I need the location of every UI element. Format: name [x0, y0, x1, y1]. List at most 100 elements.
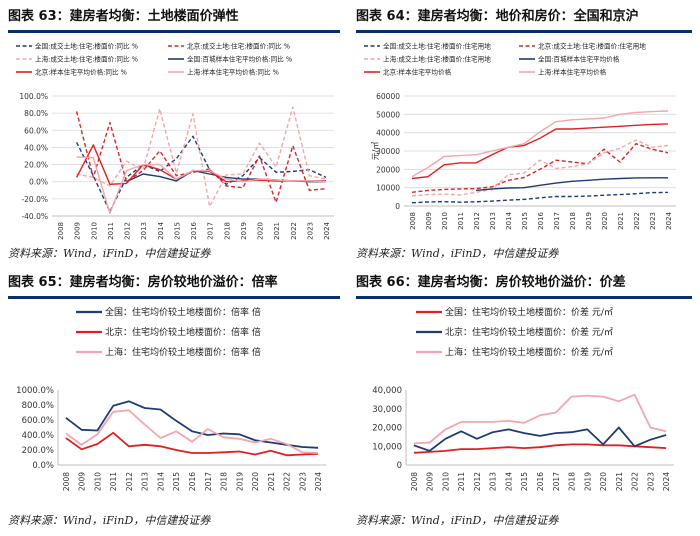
y-tick-label: 20.0%	[24, 161, 48, 170]
x-tick-label: 2018	[220, 472, 229, 491]
x-tick-label: 2013	[489, 212, 497, 230]
x-tick-label: 2024	[323, 221, 331, 239]
source-note: 资料来源：Wind，iFinD，中信建投证券	[8, 514, 211, 527]
x-tick-label: 2017	[207, 222, 215, 240]
y-tick-label: 50000	[376, 110, 400, 119]
legend-label: 全国：住宅均价较土地楼面价：价差 元/㎡	[445, 306, 613, 318]
x-tick-label: 2014	[156, 472, 165, 491]
x-tick-label: 2022	[290, 222, 298, 240]
x-tick-label: 2011	[107, 222, 115, 240]
x-tick-label: 2016	[190, 221, 198, 239]
panel-chart-65: 图表 65：建房者均衡：房价较地价溢价：倍率 0.0% 200.0% 400.0% 6…	[8, 272, 340, 534]
chart-65-svg: 0.0% 200.0% 400.0% 600.0% 800.0% 1000.0% 2008 2…	[16, 306, 326, 491]
legend-label: 全国:成交土地:住宅:楼面价:住宅用地	[383, 41, 491, 50]
y-tick-label: 100.0%	[19, 92, 48, 101]
y-tick-label: -40.0%	[21, 212, 48, 221]
legend-label: 北京:样本住宅平均价格	[383, 67, 452, 76]
x-tick-label: 2023	[306, 222, 314, 240]
x-tick-label: 2019	[583, 472, 592, 491]
x-tick-label: 2024	[662, 472, 671, 491]
chart-66-svg: 0 10,000 20,000 30,000 40,000 2008 2009 2010 201…	[372, 306, 674, 491]
y-tick-label: 200.0%	[22, 446, 54, 456]
x-tick-label: 2012	[473, 472, 482, 491]
x-tick-label: 2009	[425, 212, 433, 230]
series-line-5	[411, 110, 669, 178]
y-tick-label: 400.0%	[22, 431, 54, 441]
x-tick-label: 2014	[505, 211, 513, 229]
chart-title: 图表 64：建房者均衡：地价和房价：全国和京沪	[356, 9, 639, 24]
legend-label: 北京:成交土地:住宅:楼面价:同比 %	[187, 41, 290, 50]
y-tick-label: 1000.0%	[16, 386, 54, 396]
chart-title: 图表 65：建房者均衡：房价较地价溢价：倍率	[8, 275, 278, 290]
y-tick-label: 800.0%	[22, 401, 54, 411]
series-line-2	[76, 106, 327, 208]
legend-label: 上海:成交土地:住宅:楼面价:同比 %	[35, 54, 138, 63]
x-tick-label: 2019	[585, 212, 593, 230]
legend-label: 上海：住宅均价较土地楼面价：倍率 倍	[105, 346, 261, 358]
series-line-0	[411, 191, 669, 204]
x-tick-label: 2008	[57, 222, 65, 240]
x-tick-label: 2022	[283, 472, 292, 491]
series-line-5	[76, 156, 327, 215]
legend-label: 北京:样本住宅平均价格:同比 %	[35, 67, 127, 76]
x-tick-label: 2015	[172, 472, 181, 491]
x-tick-label: 2020	[599, 472, 608, 491]
series-line-1	[65, 431, 319, 457]
x-tick-label: 2019	[240, 222, 248, 240]
y-tick-label: 60000	[376, 92, 400, 101]
x-tick-label: 2024	[665, 211, 673, 229]
x-tick-label: 2009	[74, 222, 82, 240]
legend-label: 北京：住宅均价较土地楼面价：价差 元/㎡	[445, 326, 613, 338]
x-tick-label: 2018	[568, 472, 577, 491]
series-line-0	[65, 400, 319, 449]
series-line-4	[411, 123, 669, 180]
x-tick-label: 2014	[504, 472, 513, 491]
x-tick-label: 2020	[601, 212, 609, 230]
chart-title: 图表 66：建房者均衡：房价较地价溢价：价差	[356, 275, 626, 290]
x-tick-label: 2012	[124, 222, 132, 240]
y-tick-label: 0	[397, 461, 402, 471]
title-divider	[8, 30, 340, 33]
legend-label: 全国:百城样本住宅平均价格	[538, 54, 620, 63]
x-tick-label: 2016	[536, 472, 545, 491]
legend-label: 上海:样本住宅平均价格	[538, 67, 607, 76]
y-tick-label: 30,000	[372, 405, 402, 415]
x-tick-label: 2011	[457, 212, 465, 230]
series-line-1	[413, 426, 667, 452]
x-tick-label: 2011	[109, 472, 118, 491]
y-tick-label: 30000	[376, 147, 400, 156]
title-divider	[8, 296, 340, 299]
x-tick-label: 2020	[251, 472, 260, 491]
x-tick-label: 2021	[615, 472, 624, 491]
y-tick-label: 10000	[376, 184, 400, 193]
series-line-2	[411, 139, 669, 197]
y-tick-label: 20000	[376, 165, 400, 174]
title-divider	[356, 30, 692, 33]
x-tick-label: 2010	[90, 222, 98, 240]
x-tick-label: 2013	[141, 472, 150, 491]
x-tick-label: 2019	[235, 472, 244, 491]
y-tick-label: 0	[395, 202, 400, 211]
x-tick-label: 2018	[223, 222, 231, 240]
series-line-2	[413, 393, 667, 445]
x-tick-label: 2008	[409, 212, 417, 230]
y-tick-label: -20.0%	[21, 195, 48, 204]
title-divider	[356, 296, 692, 299]
panel-chart-64: 图表 64：建房者均衡：地价和房价：全国和京沪 0 10000 20000 30000…	[356, 6, 692, 261]
x-tick-label: 2010	[93, 472, 102, 491]
y-tick-label: 0.0%	[32, 461, 54, 471]
x-tick-label: 2014	[157, 221, 165, 239]
x-tick-label: 2016	[537, 211, 545, 229]
chart-64-svg: 0 10000 20000 30000 40000 50000 60000 2008 2009 2…	[364, 41, 676, 230]
x-tick-label: 2012	[125, 472, 134, 491]
x-tick-label: 2012	[473, 212, 481, 230]
y-tick-label: 80.0%	[24, 109, 48, 118]
x-tick-label: 2022	[633, 212, 641, 230]
x-tick-label: 2023	[649, 212, 657, 230]
x-tick-label: 2009	[426, 472, 435, 491]
x-tick-label: 2024	[314, 472, 323, 491]
series-line-0	[75, 135, 327, 213]
panel-chart-63: 图表 63：建房者均衡：土地楼面价弹性 -40.0% -20.0% 0.0% 20.0…	[8, 6, 340, 261]
x-tick-label: 2011	[457, 472, 466, 491]
x-tick-label: 2022	[631, 472, 640, 491]
